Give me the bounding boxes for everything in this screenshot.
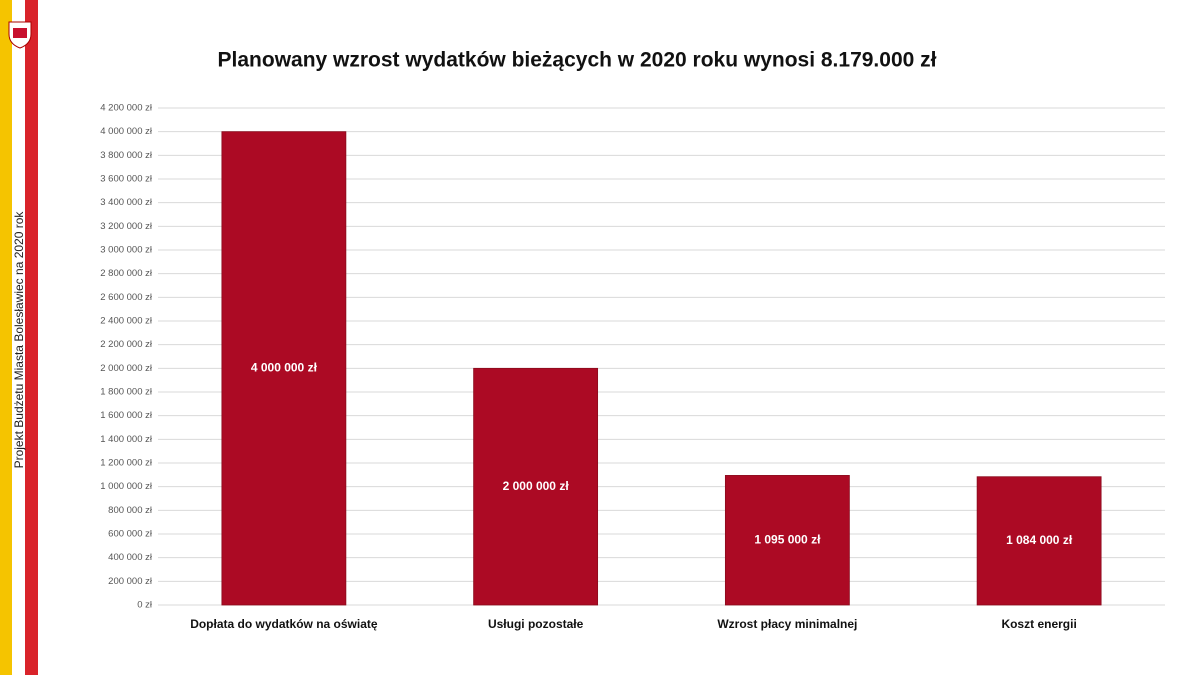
y-tick-label: 1 400 000 zł <box>100 434 153 445</box>
side-text: Projekt Budżetu Miasta Bolesławiec na 20… <box>12 211 26 469</box>
y-tick-label: 1 200 000 zł <box>100 458 153 469</box>
y-tick-label: 2 800 000 zł <box>100 268 153 279</box>
chart-title: Planowany wzrost wydatków bieżących w 20… <box>218 49 937 72</box>
bar <box>473 367 599 606</box>
y-tick-label: 4 200 000 zł <box>100 103 153 114</box>
bar <box>724 475 850 606</box>
x-tick-label: Wzrost płacy minimalnej <box>717 617 857 631</box>
y-tick-label: 2 600 000 zł <box>100 292 153 303</box>
x-tick-label: Dopłata do wydatków na oświatę <box>190 617 378 631</box>
coat-of-arms <box>8 21 32 49</box>
y-tick-label: 2 400 000 zł <box>100 316 153 327</box>
y-tick-label: 2 000 000 zł <box>100 363 153 374</box>
x-tick-label: Usługi pozostałe <box>488 617 584 631</box>
y-tick-label: 3 200 000 zł <box>100 221 153 232</box>
bar <box>221 131 347 606</box>
y-tick-label: 400 000 zł <box>108 552 153 563</box>
yellow-stripe <box>0 0 12 675</box>
y-tick-label: 1 800 000 zł <box>100 387 153 398</box>
y-tick-label: 1 000 000 zł <box>100 481 153 492</box>
value-label: 2 000 000 zł <box>503 479 570 493</box>
y-tick-label: 800 000 zł <box>108 505 153 516</box>
y-tick-label: 600 000 zł <box>108 529 153 540</box>
y-tick-label: 2 200 000 zł <box>100 339 153 350</box>
y-tick-label: 200 000 zł <box>108 576 153 587</box>
value-label: 1 084 000 zł <box>1006 533 1073 547</box>
y-tick-label: 4 000 000 zł <box>100 126 153 137</box>
y-tick-label: 3 600 000 zł <box>100 174 153 185</box>
value-label: 4 000 000 zł <box>251 361 318 375</box>
y-tick-label: 1 600 000 zł <box>100 410 153 421</box>
x-tick-label: Koszt energii <box>1001 617 1076 631</box>
red-stripe <box>25 0 38 675</box>
bar <box>976 476 1102 606</box>
y-tick-label: 3 000 000 zł <box>100 245 153 256</box>
value-label: 1 095 000 zł <box>754 532 821 546</box>
y-tick-label: 3 800 000 zł <box>100 150 153 161</box>
y-tick-label: 0 zł <box>137 600 153 611</box>
y-tick-label: 3 400 000 zł <box>100 197 153 208</box>
